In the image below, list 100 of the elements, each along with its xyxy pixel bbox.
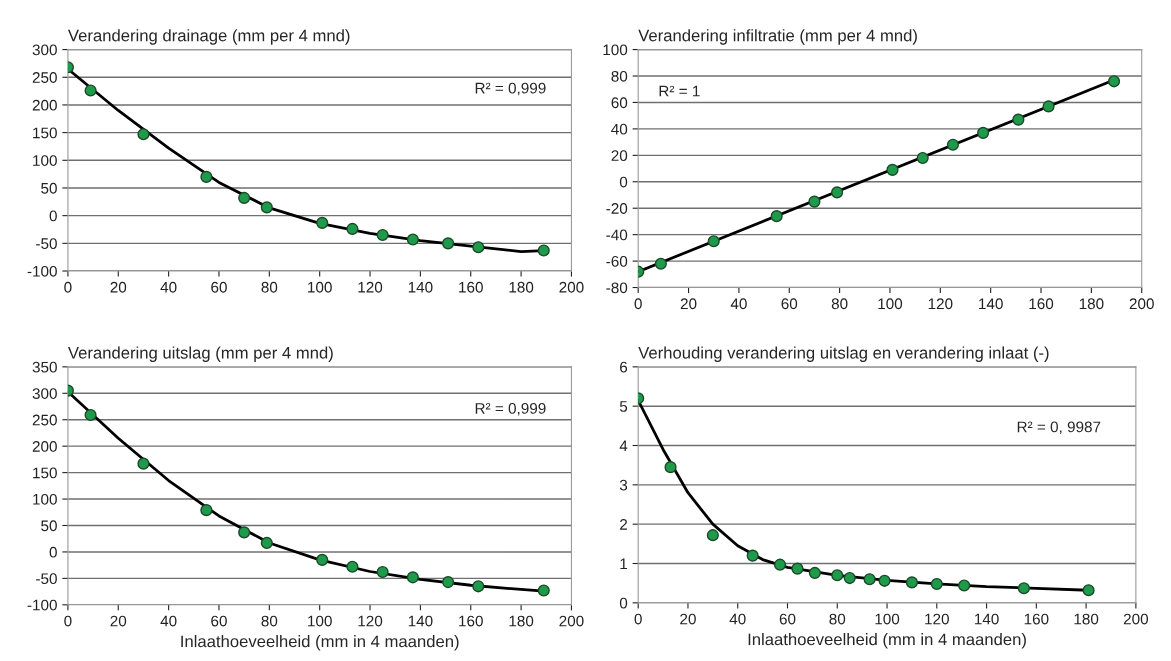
y-tick-label: 200 — [32, 441, 57, 452]
y-tick-label: -80 — [606, 282, 628, 294]
point — [346, 560, 359, 573]
x-tick-label: 80 — [829, 613, 846, 625]
point — [376, 565, 389, 579]
annotation: R² = 0, 9987 — [1017, 421, 1101, 435]
x-tick-label: 80 — [261, 281, 278, 293]
x-tick-label: 180 — [1079, 298, 1104, 310]
x-tick-label: 100 — [875, 613, 900, 625]
x-tick-label: 200 — [559, 615, 584, 627]
y-tick-label: 0 — [619, 597, 628, 609]
x-tick-label: 180 — [1074, 613, 1099, 625]
chart-title: Verandering uitslag (mm per 4 mnd) — [67, 346, 333, 362]
x-tick-label: 40 — [729, 613, 746, 625]
x-axis-title: Inlaathoeveelheid (mm in 4 maanden) — [748, 633, 1026, 649]
y-tick-label: 100 — [603, 44, 628, 56]
point — [886, 163, 899, 176]
x-tick-label: 120 — [358, 615, 383, 627]
point — [1107, 75, 1121, 88]
y-tick-label: -100 — [27, 265, 57, 277]
x-tick-label: 60 — [211, 281, 227, 293]
point — [791, 562, 804, 575]
x-tick-label: 200 — [1129, 298, 1154, 310]
y-tick-label: 150 — [33, 127, 57, 139]
point — [137, 457, 150, 470]
x-tick-label: 20 — [110, 281, 127, 293]
x-tick-label: 140 — [974, 613, 999, 625]
chart-title: Verhouding verandering uitslag en verandering inlaat (-) — [638, 346, 1049, 362]
y-tick-label: 100 — [33, 155, 57, 166]
point — [843, 571, 856, 585]
y-tick-label: 1 — [620, 558, 628, 570]
y-tick-label: 80 — [611, 70, 628, 82]
x-tick-label: 0 — [64, 615, 72, 627]
y-tick-label: 50 — [41, 520, 57, 532]
x-tick-label: 100 — [308, 615, 332, 627]
x-tick-label: 60 — [781, 298, 798, 310]
y-tick-label: 5 — [619, 401, 628, 412]
point — [707, 235, 720, 248]
y-tick-label: 2 — [620, 519, 628, 530]
y-tick-label: 50 — [41, 182, 57, 194]
x-tick-label: 160 — [1024, 613, 1049, 625]
x-tick-label: 100 — [878, 298, 903, 310]
point — [537, 244, 550, 257]
point — [346, 222, 359, 236]
point — [770, 210, 783, 223]
point — [706, 529, 719, 542]
point — [808, 566, 821, 580]
y-tick-label: 0 — [49, 546, 57, 558]
x-tick-label: 180 — [509, 281, 534, 293]
point — [137, 128, 150, 141]
y-tick-label: 200 — [32, 99, 57, 111]
point — [376, 228, 389, 242]
x-tick-label: 20 — [680, 298, 697, 310]
point — [664, 461, 677, 474]
y-tick-label: -20 — [606, 203, 628, 214]
point — [238, 191, 251, 205]
point — [260, 201, 273, 214]
y-tick-label: 300 — [32, 388, 57, 399]
x-tick-label: 100 — [308, 281, 332, 293]
point — [930, 577, 943, 591]
y-tick-label: 40 — [611, 123, 628, 135]
point — [878, 574, 891, 587]
y-tick-label: 300 — [32, 44, 57, 56]
point — [84, 84, 97, 97]
y-tick-label: -100 — [27, 599, 57, 611]
point — [958, 579, 971, 592]
point — [406, 571, 419, 584]
point — [200, 504, 213, 517]
point — [316, 553, 329, 566]
x-tick-label: 180 — [509, 615, 534, 627]
y-tick-label: -50 — [36, 573, 57, 585]
y-tick-label: 20 — [611, 150, 628, 162]
point — [946, 138, 959, 151]
x-tick-label: 40 — [160, 281, 177, 293]
point — [654, 257, 667, 270]
x-tick-label: 140 — [408, 615, 433, 627]
x-tick-label: 160 — [459, 615, 483, 627]
annotation: R² = 1 — [659, 85, 700, 97]
y-tick-label: -60 — [606, 255, 628, 267]
point — [442, 237, 455, 250]
annotation: R² = 0,999 — [475, 402, 546, 416]
x-tick-label: 20 — [110, 615, 127, 627]
x-tick-label: 120 — [928, 298, 953, 310]
y-tick-label: 250 — [32, 72, 57, 83]
point — [442, 576, 455, 589]
chart-title: Verandering infiltratie (mm per 4 mnd) — [638, 29, 917, 45]
x-tick-label: 0 — [634, 298, 642, 310]
y-tick-label: 4 — [619, 440, 628, 452]
point — [406, 233, 419, 246]
point — [905, 576, 918, 589]
point — [260, 536, 273, 550]
x-tick-label: 120 — [925, 613, 949, 625]
chart-title: Verandering drainage (mm per 4 mnd) — [67, 29, 350, 45]
x-tick-label: 120 — [358, 281, 383, 293]
point — [746, 549, 759, 562]
x-tick-label: 200 — [559, 281, 584, 293]
y-tick-label: 0 — [619, 176, 628, 188]
x-tick-label: 140 — [979, 298, 1003, 310]
y-tick-label: 60 — [611, 97, 628, 109]
x-tick-label: 60 — [211, 615, 227, 627]
